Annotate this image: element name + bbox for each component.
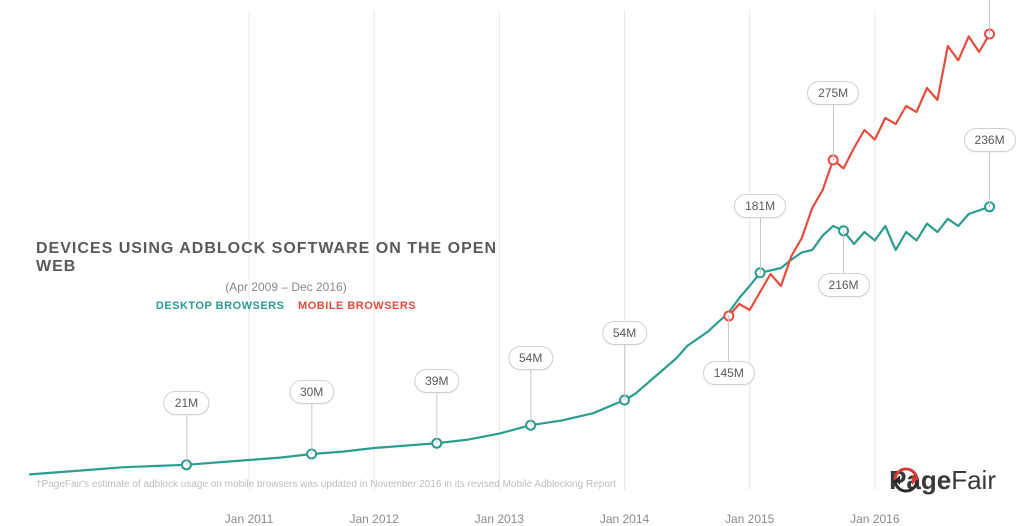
legend-mobile: MOBILE BROWSERS: [298, 300, 416, 312]
chart-footnote: †PageFair's estimate of adblock usage on…: [36, 479, 616, 490]
chart-legend: DESKTOP BROWSERS MOBILE BROWSERS: [36, 300, 536, 312]
logo-icon: [889, 465, 923, 495]
title-block: DEVICES USING ADBLOCK SOFTWARE ON THE OP…: [36, 240, 536, 312]
legend-desktop: DESKTOP BROWSERS: [156, 300, 285, 312]
chart-subtitle: (Apr 2009 – Dec 2016): [36, 280, 536, 294]
chart-title: DEVICES USING ADBLOCK SOFTWARE ON THE OP…: [36, 240, 536, 276]
adblock-chart: DEVICES USING ADBLOCK SOFTWARE ON THE OP…: [0, 0, 1024, 524]
pagefair-logo: PageFair: [889, 465, 996, 496]
